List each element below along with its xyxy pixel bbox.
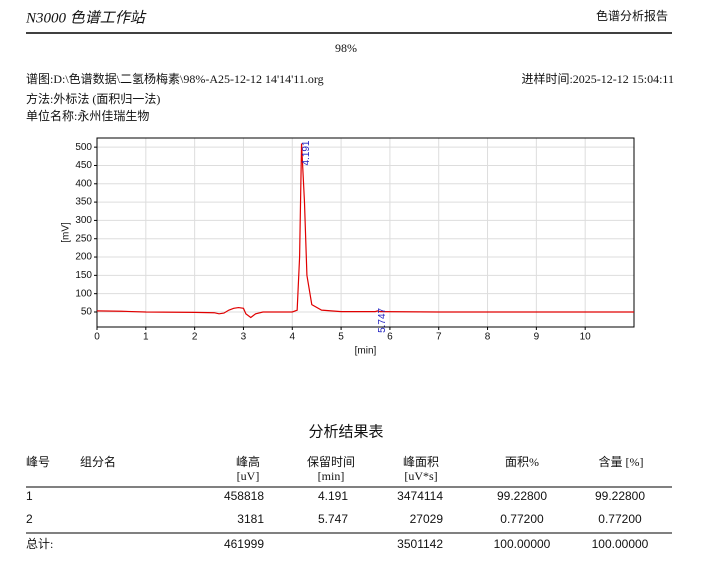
trace (96, 143, 634, 319)
table-cell: 99.22800 (595, 489, 645, 503)
y-tick-label: 300 (75, 215, 92, 226)
x-tick-label: 6 (387, 332, 393, 343)
x-tick-label: 2 (192, 332, 198, 343)
table-cell: 461999 (224, 537, 264, 551)
x-tick-label: 1 (143, 332, 149, 343)
table-title: 分析结果表 (308, 423, 383, 440)
column-header: 面积% (505, 455, 539, 469)
unit-name: 单位名称:永州佳瑞生物 (26, 108, 149, 123)
peak-label: 5.747 (377, 307, 388, 332)
sample-name: 98% (335, 41, 357, 55)
column-header: 峰面积 (403, 455, 439, 469)
table-cell: 100.00000 (592, 537, 649, 551)
x-tick-label: 7 (436, 332, 442, 343)
table-cell: 3501142 (397, 537, 443, 551)
table-cell: 99.22800 (497, 489, 547, 503)
x-tick-label: 9 (534, 332, 540, 343)
table-cell: 4.191 (318, 489, 348, 503)
x-axis-label: [min] (355, 346, 377, 357)
x-tick-label: 0 (94, 332, 100, 343)
table-cell: 3474114 (397, 489, 443, 503)
column-header: 峰高 (236, 454, 260, 469)
table-cell: 0.77200 (598, 512, 642, 526)
y-tick-label: 500 (75, 142, 92, 153)
column-header: 保留时间 (307, 455, 355, 469)
column-unit: [uV] (237, 469, 260, 483)
column-header: 组分名 (80, 454, 116, 469)
x-tick-label: 3 (241, 332, 247, 343)
method: 方法:外标法 (面积归一法) (26, 91, 160, 106)
table-cell: 0.77200 (500, 512, 544, 526)
report-title: 色谱分析报告 (596, 8, 668, 23)
y-tick-label: 450 (75, 160, 92, 171)
y-tick-label: 100 (75, 288, 92, 299)
table-cell: 1 (26, 489, 33, 503)
x-tick-label: 8 (485, 332, 491, 343)
y-tick-label: 250 (75, 233, 92, 244)
y-tick-label: 400 (75, 178, 92, 189)
column-unit: [min] (318, 469, 345, 483)
y-tick-label: 50 (81, 307, 93, 318)
table-cell: 100.00000 (494, 537, 551, 551)
table-cell: 5.747 (318, 512, 348, 526)
result-table: 峰号 组分名 峰高[uV] 保留时间[min] 峰面积[uV*s] 面积% 含量 [%] 1 4… (26, 454, 649, 551)
table-cell: 2 (26, 512, 33, 526)
column-header: 峰号 (26, 455, 50, 469)
app-title: N3000 色谱工作站 (25, 9, 147, 26)
x-tick-label: 5 (338, 332, 344, 343)
table-cell: 458818 (224, 489, 264, 503)
column-header: 含量 [%] (599, 454, 644, 469)
y-tick-label: 350 (75, 197, 92, 208)
table-cell: 总计: (26, 537, 53, 551)
table-cell: 3181 (237, 512, 264, 526)
y-tick-label: 200 (75, 252, 92, 263)
chromatogram: 50 100 150 200 250 300 350 400 450 500 0 1 2 3 4 5 6 7 8 9 1… (61, 137, 635, 357)
table-cell: 27029 (410, 512, 444, 526)
x-tick-label: 10 (580, 332, 592, 343)
x-tick-label: 4 (289, 332, 295, 343)
file-path: 谱图:D:\色谱数据\二氢杨梅素\98%-A25-12-12 14'14'11.… (26, 71, 324, 86)
column-unit: [uV*s] (404, 469, 437, 483)
peak-label: 4.191 (301, 140, 312, 165)
plot-frame (96, 137, 635, 328)
y-tick-label: 150 (75, 270, 92, 281)
inject-time: 进样时间:2025-12-12 15:04:11 (521, 71, 674, 86)
y-axis-label: [mV] (61, 222, 72, 243)
